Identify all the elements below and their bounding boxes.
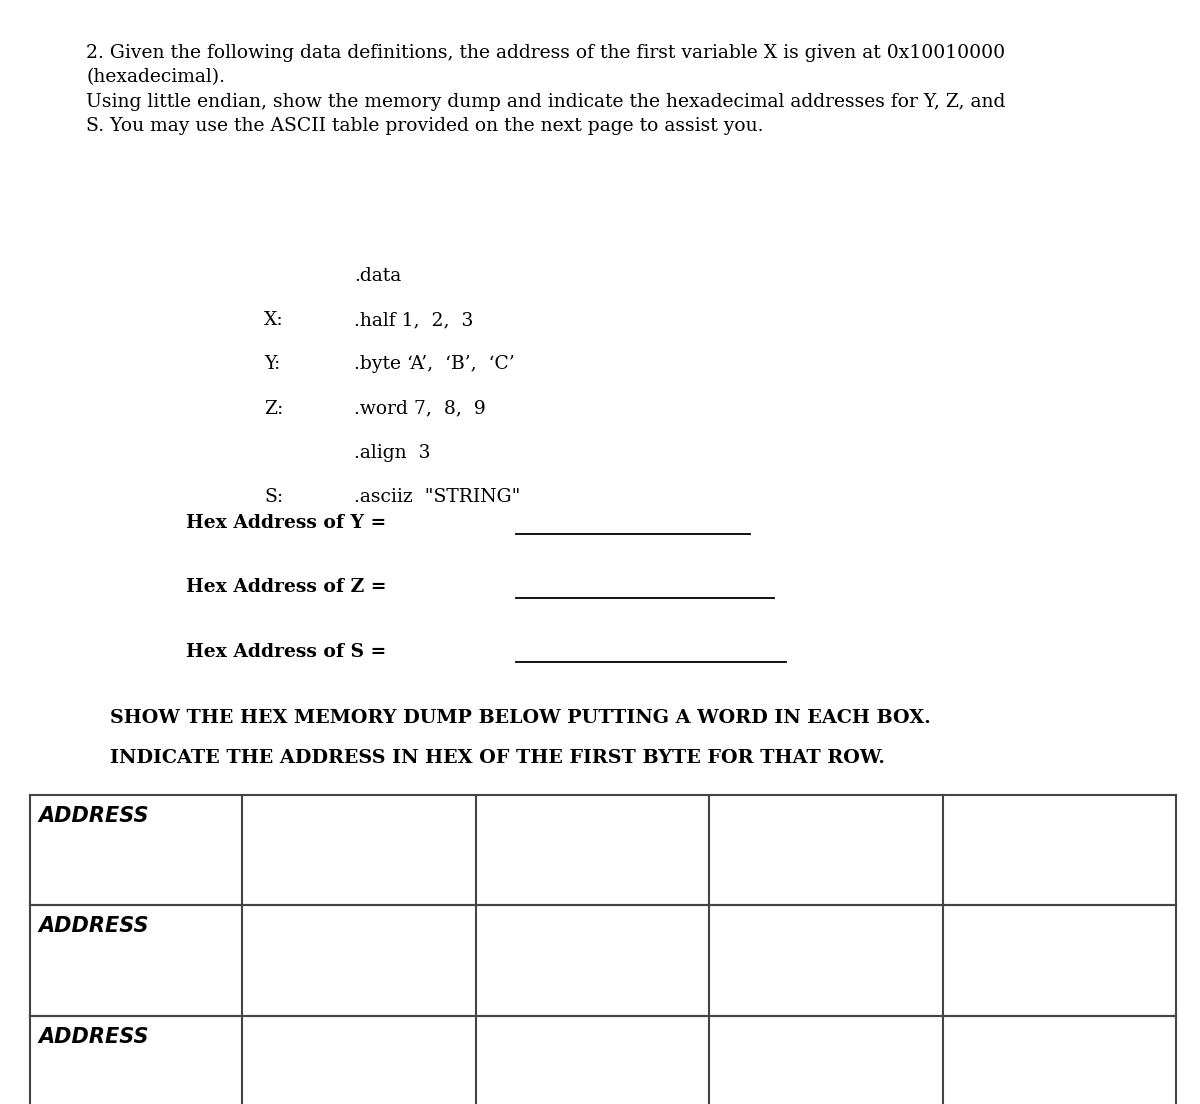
Text: .byte ‘A’,  ‘B’,  ‘C’: .byte ‘A’, ‘B’, ‘C’ [354,355,515,373]
Text: X:: X: [264,311,283,329]
Text: Z:: Z: [264,400,283,417]
Text: Hex Address of Y =: Hex Address of Y = [186,514,386,532]
Text: .asciiz  "STRING": .asciiz "STRING" [354,488,521,506]
Text: .word 7,  8,  9: .word 7, 8, 9 [354,400,486,417]
Text: Hex Address of S =: Hex Address of S = [186,643,386,660]
Text: SHOW THE HEX MEMORY DUMP BELOW PUTTING A WORD IN EACH BOX.: SHOW THE HEX MEMORY DUMP BELOW PUTTING A… [110,709,931,726]
Text: ADDRESS: ADDRESS [38,1027,149,1047]
Text: S:: S: [264,488,283,506]
Text: 2. Given the following data definitions, the address of the first variable X is : 2. Given the following data definitions,… [86,44,1006,135]
Text: Hex Address of Z =: Hex Address of Z = [186,578,386,596]
Text: Y:: Y: [264,355,281,373]
Text: INDICATE THE ADDRESS IN HEX OF THE FIRST BYTE FOR THAT ROW.: INDICATE THE ADDRESS IN HEX OF THE FIRST… [110,749,886,766]
Text: .align  3: .align 3 [354,444,431,461]
Text: .data: .data [354,267,401,285]
Text: .half 1,  2,  3: .half 1, 2, 3 [354,311,473,329]
Text: ADDRESS: ADDRESS [38,806,149,826]
Text: ADDRESS: ADDRESS [38,916,149,936]
